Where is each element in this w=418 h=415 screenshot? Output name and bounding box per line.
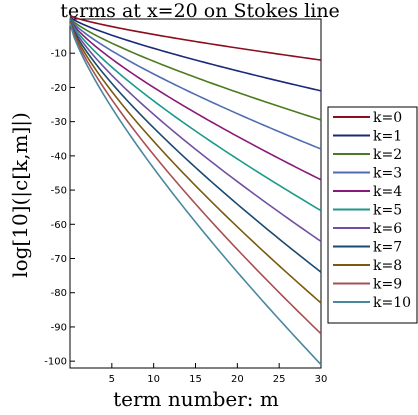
series-line-k9 xyxy=(69,22,322,335)
y-tick-label: -10 xyxy=(51,49,67,60)
series-line-k1 xyxy=(69,16,322,92)
chart-title: terms at x=20 on Stokes line xyxy=(60,0,340,22)
x-tick-label: 10 xyxy=(147,374,160,385)
legend-label: k=6 xyxy=(373,221,402,237)
series-line-k2 xyxy=(69,17,322,121)
legend-label: k=0 xyxy=(373,110,402,126)
y-tick-label: -50 xyxy=(51,186,67,197)
x-tick-label: 5 xyxy=(109,374,115,385)
x-tick-label: 25 xyxy=(273,374,286,385)
x-axis-label: term number: m xyxy=(113,387,279,411)
legend-label: k=1 xyxy=(373,129,402,145)
legend-label: k=3 xyxy=(373,166,402,182)
y-tick-label: -70 xyxy=(51,254,67,265)
legend-box xyxy=(327,106,418,324)
x-tick-label: 20 xyxy=(231,374,244,385)
y-tick-label: -100 xyxy=(44,357,67,368)
legend: k=0 k=1 k=2 k=3 k=4 k=5 k=6 k=7 k=8 k=9 k=10 xyxy=(327,106,418,324)
x-axis-ticks: 5 10 15 20 25 30 xyxy=(109,363,328,385)
legend-label: k=10 xyxy=(373,295,411,311)
x-tick-label: 15 xyxy=(189,374,202,385)
y-axis-label: log[10](|c[k,m]|) xyxy=(8,112,33,278)
legend-label: k=7 xyxy=(373,240,402,256)
series-line-k3 xyxy=(69,18,322,150)
series-line-k10 xyxy=(69,23,322,366)
legend-label: k=8 xyxy=(373,258,402,274)
series-lines xyxy=(69,14,322,366)
y-tick-label: -60 xyxy=(51,220,67,231)
legend-label: k=5 xyxy=(373,203,402,219)
y-tick-label: -30 xyxy=(51,117,67,128)
legend-label: k=2 xyxy=(373,147,402,163)
series-line-k6 xyxy=(69,20,322,243)
legend-label: k=9 xyxy=(373,277,402,293)
y-tick-label: -20 xyxy=(51,83,67,94)
series-line-k5 xyxy=(69,19,322,212)
series-line-k8 xyxy=(69,21,322,304)
y-tick-label: -80 xyxy=(51,288,67,299)
y-axis-ticks: -10 -20 -30 -40 -50 -60 -70 -80 -90 -100 xyxy=(44,49,75,368)
y-tick-label: -90 xyxy=(51,322,67,333)
y-tick-label: -40 xyxy=(51,151,67,162)
series-line-k7 xyxy=(69,21,322,273)
legend-label: k=4 xyxy=(373,184,402,200)
series-line-k0 xyxy=(69,14,322,61)
x-tick-label: 30 xyxy=(315,374,328,385)
series-line-k4 xyxy=(69,18,322,181)
